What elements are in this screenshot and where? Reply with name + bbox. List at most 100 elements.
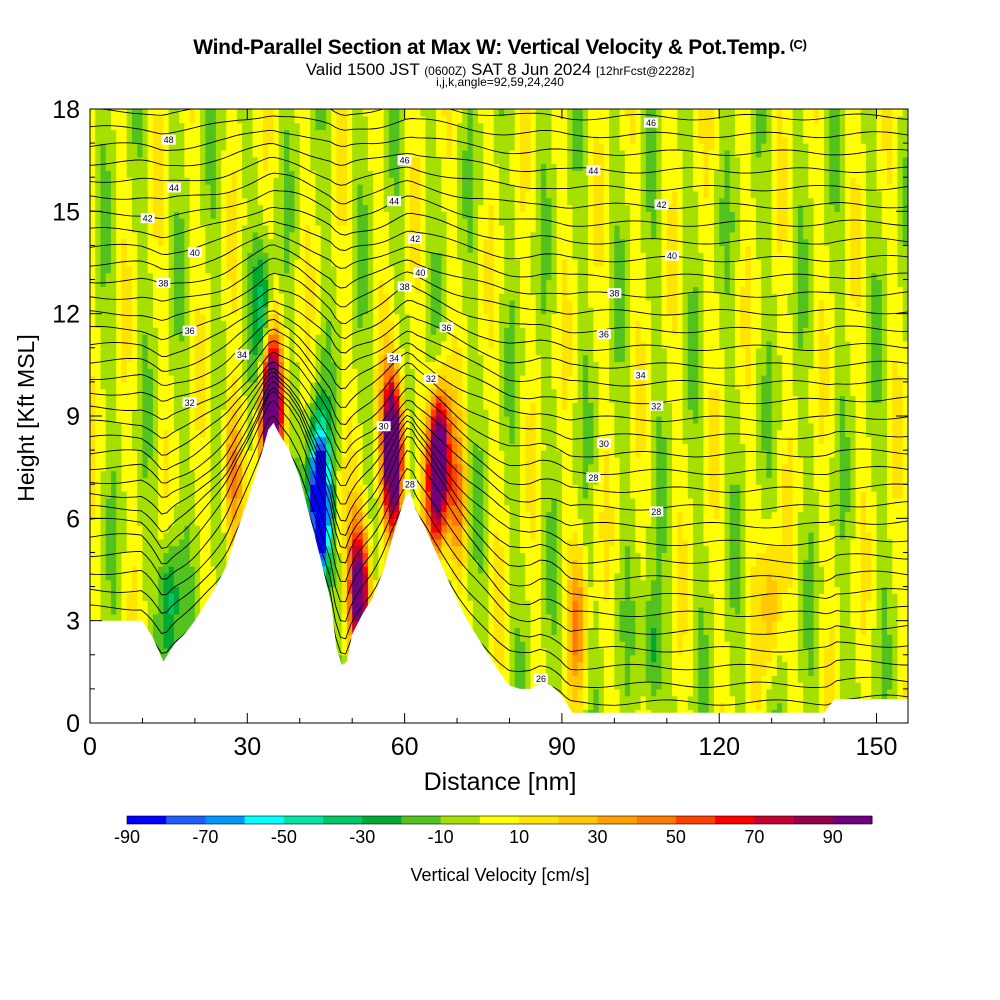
velocity-cell [215, 538, 222, 547]
velocity-cell [352, 293, 359, 301]
velocity-cell [315, 381, 322, 390]
velocity-cell [257, 197, 264, 206]
velocity-cell [168, 545, 175, 554]
velocity-cell [100, 484, 107, 492]
velocity-cell [105, 381, 112, 390]
velocity-cell [373, 402, 379, 410]
velocity-cell [226, 511, 233, 519]
velocity-cell [184, 409, 191, 417]
velocity-cell [126, 388, 133, 397]
velocity-cell [210, 497, 217, 506]
velocity-cell [221, 518, 227, 526]
velocity-cell [325, 525, 332, 533]
velocity-cell [325, 190, 332, 199]
velocity-cell [242, 245, 248, 253]
velocity-cell [184, 613, 191, 622]
velocity-cell [362, 204, 369, 212]
velocity-cell [173, 559, 180, 567]
velocity-cell [304, 197, 311, 206]
velocity-cell [105, 163, 112, 171]
velocity-cell [226, 552, 233, 560]
velocity-cell [341, 293, 348, 301]
velocity-cell [116, 211, 123, 219]
velocity-cell [142, 456, 149, 465]
velocity-cell [304, 136, 311, 144]
velocity-cell [179, 300, 185, 308]
velocity-cell [179, 607, 185, 615]
velocity-cell [194, 586, 201, 594]
velocity-cell [289, 388, 296, 397]
velocity-cell [116, 395, 123, 403]
velocity-cell [110, 347, 117, 356]
velocity-cell [346, 545, 353, 554]
velocity-cell [268, 279, 275, 287]
velocity-cell [242, 252, 248, 260]
velocity-cell [205, 245, 212, 253]
velocity-cell [116, 293, 123, 301]
velocity-cell [352, 115, 359, 124]
velocity-cell [189, 470, 196, 478]
velocity-cell [179, 456, 185, 465]
velocity-cell [210, 586, 217, 594]
velocity-cell [336, 334, 343, 342]
velocity-cell [236, 395, 243, 403]
velocity-cell [231, 340, 238, 349]
velocity-cell [289, 429, 296, 438]
velocity-cell [331, 265, 338, 274]
velocity-cell [173, 511, 180, 519]
velocity-cell [247, 184, 254, 192]
velocity-cell [131, 300, 138, 308]
velocity-cell [373, 579, 379, 588]
velocity-cell [257, 143, 264, 151]
velocity-cell [341, 279, 348, 287]
velocity-cell [268, 115, 275, 124]
velocity-cell [168, 347, 175, 356]
velocity-cell [325, 272, 332, 281]
valid-prefix: Valid 1500 JST [305, 60, 420, 79]
velocity-cell [110, 334, 117, 342]
velocity-cell [226, 300, 233, 308]
velocity-cell [273, 231, 280, 240]
velocity-cell [163, 231, 170, 240]
velocity-cell [95, 204, 102, 212]
velocity-cell [294, 143, 301, 151]
velocity-cell [284, 170, 290, 178]
velocity-cell [236, 429, 243, 438]
velocity-cell [373, 320, 379, 328]
velocity-cell [210, 511, 217, 519]
velocity-cell [147, 361, 154, 369]
velocity-cell [194, 456, 201, 465]
velocity-cell [352, 218, 359, 226]
velocity-cell [252, 197, 259, 206]
velocity-cell [131, 245, 138, 253]
velocity-cell [126, 177, 133, 185]
velocity-cell [100, 497, 107, 506]
velocity-cell [158, 252, 165, 260]
velocity-cell [252, 286, 259, 294]
velocity-cell [263, 313, 269, 322]
velocity-cell [263, 320, 269, 328]
velocity-cell [137, 552, 144, 560]
velocity-cell [310, 143, 317, 151]
velocity-cell [357, 381, 364, 390]
velocity-cell [346, 115, 353, 124]
velocity-cell [158, 504, 165, 513]
velocity-cell [152, 272, 159, 281]
velocity-cell [200, 559, 206, 567]
velocity-cell [247, 252, 254, 260]
velocity-cell [367, 218, 374, 226]
velocity-cell [215, 231, 222, 240]
velocity-cell [352, 204, 359, 212]
velocity-cell [315, 463, 322, 472]
velocity-cell [147, 388, 154, 397]
velocity-cell [110, 293, 117, 301]
velocity-cell [310, 204, 317, 212]
velocity-cell [189, 593, 196, 601]
velocity-cell [357, 259, 364, 267]
velocity-cell [315, 409, 322, 417]
velocity-cell [147, 197, 154, 206]
velocity-cell [152, 450, 159, 458]
velocity-cell [263, 402, 269, 410]
velocity-cell [247, 143, 254, 151]
velocity-cell [362, 525, 369, 533]
